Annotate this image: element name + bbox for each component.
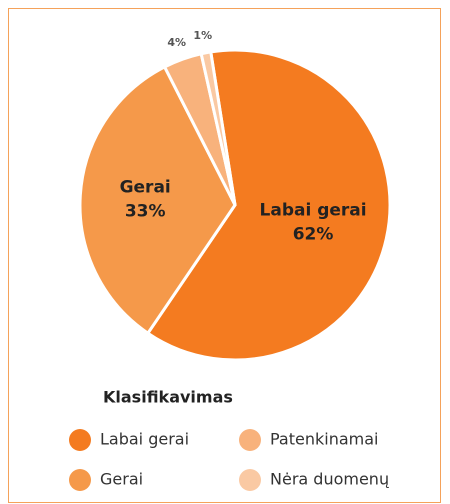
slice-value: 62%: [293, 224, 334, 244]
legend-title: Klasifikavimas: [103, 388, 233, 407]
slice-name: Labai gerai: [260, 200, 367, 220]
pie-slice: [145, 48, 392, 362]
legend-label: Patenkinamai: [270, 430, 378, 449]
legend-label: Nėra duomenų: [270, 470, 389, 489]
legend-swatch: [239, 469, 261, 491]
pie-slice: [78, 64, 237, 336]
legend-swatch: [69, 469, 91, 491]
legend-swatch: [69, 429, 91, 451]
slice-value: 33%: [125, 201, 166, 221]
legend-swatch: [239, 429, 261, 451]
slice-value: 4%: [167, 36, 186, 49]
pie-slice: [199, 50, 237, 206]
legend-label: Labai gerai: [100, 430, 189, 449]
legend-label: Gerai: [100, 470, 143, 489]
slice-name: Gerai: [120, 177, 171, 197]
slice-value: 1%: [193, 29, 212, 42]
